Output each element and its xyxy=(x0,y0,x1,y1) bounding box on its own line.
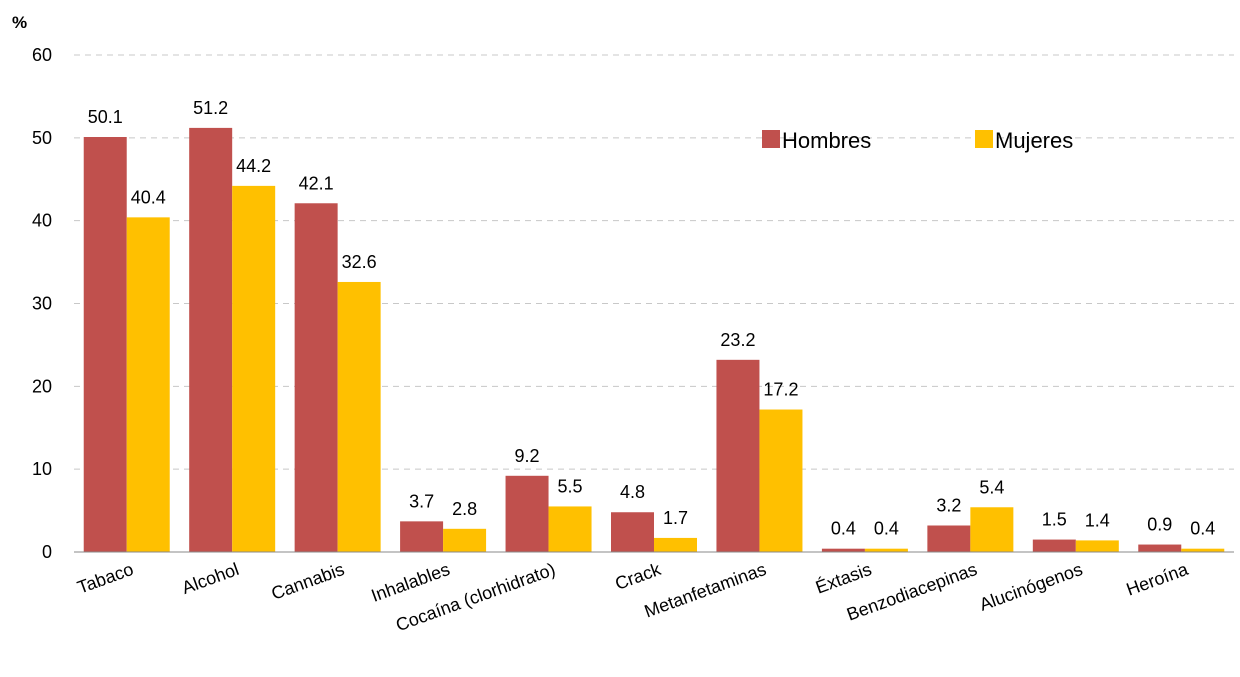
data-label-mujeres: 5.5 xyxy=(558,476,583,496)
bar-mujeres xyxy=(232,185,276,553)
data-label-mujeres: 1.7 xyxy=(663,508,688,528)
x-category-label: Alucinógenos xyxy=(977,559,1085,615)
bar-mujeres xyxy=(864,548,908,552)
y-tick-label: 60 xyxy=(32,45,52,65)
bar-hombres xyxy=(716,359,760,552)
data-label-hombres: 42.1 xyxy=(299,173,334,193)
bar-mujeres xyxy=(654,537,697,552)
x-category-label: Crack xyxy=(612,559,664,594)
y-tick-label: 30 xyxy=(32,294,52,314)
legend-label-mujeres: Mujeres xyxy=(995,128,1073,153)
bar-hombres xyxy=(1138,544,1182,552)
data-label-mujeres: 17.2 xyxy=(763,380,798,400)
bar-mujeres xyxy=(1075,540,1119,552)
legend-label-hombres: Hombres xyxy=(782,128,871,153)
y-tick-label: 10 xyxy=(32,459,52,479)
data-label-hombres: 51.2 xyxy=(193,98,228,118)
data-label-hombres: 9.2 xyxy=(515,446,540,466)
data-label-mujeres: 40.4 xyxy=(131,187,166,207)
legend: Hombres Mujeres xyxy=(762,128,1073,153)
data-label-mujeres: 44.2 xyxy=(236,156,271,176)
data-label-mujeres: 32.6 xyxy=(342,252,377,272)
x-category-label: Heroína xyxy=(1124,559,1192,600)
bar-hombres xyxy=(611,512,654,552)
bar-mujeres xyxy=(337,281,381,552)
data-label-hombres: 1.5 xyxy=(1042,510,1067,530)
x-category-label: Metanfetaminas xyxy=(642,559,769,622)
bar-hombres xyxy=(294,203,338,552)
bars xyxy=(83,127,1225,553)
y-unit-label: % xyxy=(12,13,27,32)
data-label-mujeres: 5.4 xyxy=(979,477,1004,497)
data-label-hombres: 0.4 xyxy=(831,519,856,539)
data-label-mujeres: 0.4 xyxy=(874,519,899,539)
bar-hombres xyxy=(1032,539,1076,552)
bar-hombres xyxy=(505,475,549,552)
data-label-hombres: 50.1 xyxy=(88,107,123,127)
legend-swatch-mujeres xyxy=(975,130,993,148)
y-tick-label: 40 xyxy=(32,211,52,231)
bar-hombres xyxy=(927,525,971,552)
data-label-hombres: 23.2 xyxy=(720,330,755,350)
x-category-label: Tabaco xyxy=(75,559,136,598)
bar-hombres xyxy=(83,137,127,552)
data-label-hombres: 0.9 xyxy=(1147,515,1172,535)
data-label-mujeres: 1.4 xyxy=(1085,510,1110,530)
bar-mujeres xyxy=(1181,548,1225,552)
data-label-hombres: 3.7 xyxy=(409,491,434,511)
bar-mujeres xyxy=(548,506,592,552)
bar-mujeres xyxy=(443,528,487,552)
bar-mujeres xyxy=(759,409,803,552)
bar-hombres xyxy=(189,127,233,552)
y-axis-ticks: 0 10 20 30 40 50 60 xyxy=(32,45,52,562)
bar-mujeres xyxy=(970,507,1014,552)
y-tick-label: 20 xyxy=(32,376,52,396)
data-label-hombres: 4.8 xyxy=(620,482,645,502)
y-tick-label: 0 xyxy=(42,542,52,562)
x-category-label: Éxtasis xyxy=(813,559,874,598)
y-tick-label: 50 xyxy=(32,128,52,148)
x-category-label: Alcohol xyxy=(179,559,241,598)
x-category-label: Cannabis xyxy=(269,559,347,604)
bar-hombres xyxy=(821,548,865,552)
legend-swatch-hombres xyxy=(762,130,780,148)
bar-hombres xyxy=(400,521,444,552)
data-label-mujeres: 2.8 xyxy=(452,499,477,519)
data-label-mujeres: 0.4 xyxy=(1190,519,1215,539)
data-labels: 50.1 40.4 51.2 44.2 42.1 32.6 3.7 2.8 9.2 5.5 4.8 1… xyxy=(88,98,1216,539)
data-label-hombres: 3.2 xyxy=(936,495,961,515)
bar-mujeres xyxy=(126,217,170,552)
